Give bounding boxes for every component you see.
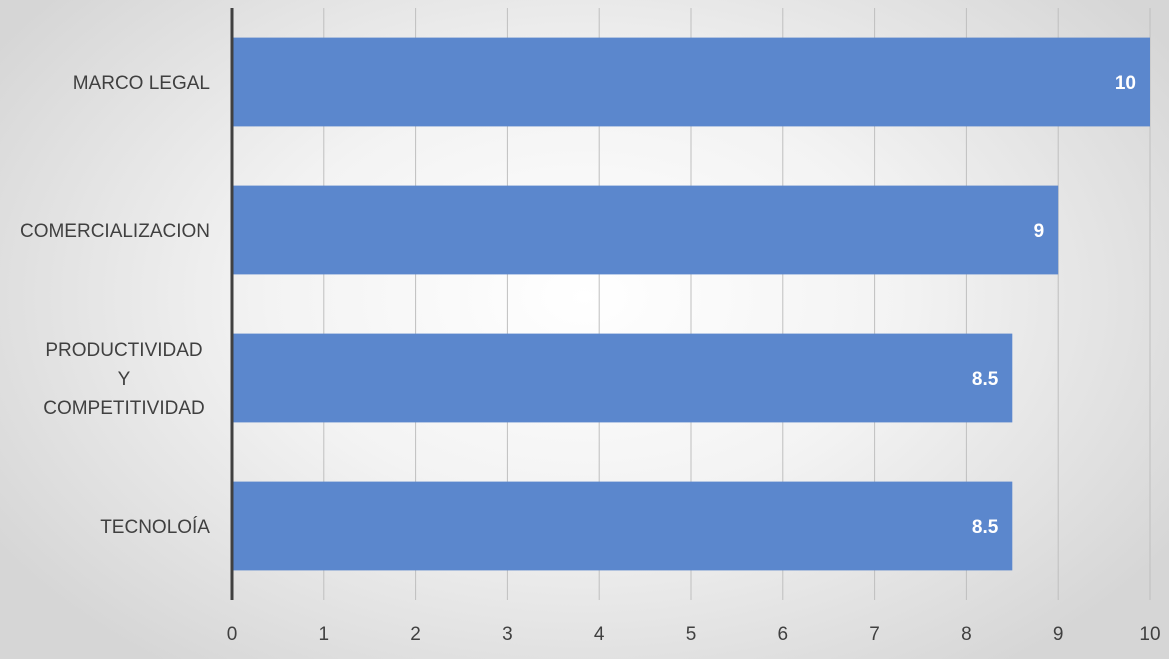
x-tick-label: 7 (869, 624, 880, 645)
category-label: TECNOLOÍA (100, 517, 210, 538)
x-tick-label: 10 (1139, 624, 1160, 645)
data-label: 8.5 (972, 517, 999, 538)
category-label-line: TECNOLOÍA (100, 517, 210, 538)
category-label-line: PRODUCTIVIDAD (45, 340, 202, 361)
category-label-line: COMERCIALIZACION (20, 221, 210, 242)
data-labels: 10 9 8.5 8.5 (972, 73, 1136, 538)
data-label: 9 (1034, 221, 1045, 242)
bar (232, 37, 1150, 127)
x-tick-label: 6 (778, 624, 789, 645)
x-tick-label: 5 (686, 624, 697, 645)
data-label: 10 (1115, 73, 1136, 94)
data-label: 8.5 (972, 369, 999, 390)
x-tick-label: 9 (1053, 624, 1064, 645)
x-tick-label: 0 (227, 624, 238, 645)
x-tick-label: 1 (319, 624, 330, 645)
x-tick-label: 4 (594, 624, 605, 645)
category-label: PRODUCTIVIDAD Y COMPETITIVIDAD (43, 340, 205, 419)
x-tick-label: 3 (502, 624, 513, 645)
x-axis-tick-labels: 0 1 2 3 4 5 6 7 8 9 10 (227, 624, 1161, 645)
x-tick-label: 2 (410, 624, 421, 645)
category-label: COMERCIALIZACION (20, 221, 210, 242)
bar (232, 185, 1059, 275)
category-labels: MARCO LEGAL COMERCIALIZACION PRODUCTIVIDAD… (20, 73, 210, 538)
category-label-line: Y (118, 369, 131, 390)
category-label-line: COMPETITIVIDAD (43, 398, 205, 419)
bar (232, 481, 1013, 571)
bar (232, 333, 1013, 423)
bars (232, 37, 1150, 571)
x-tick-label: 8 (961, 624, 972, 645)
category-label-line: MARCO LEGAL (73, 73, 210, 94)
category-label: MARCO LEGAL (73, 73, 210, 94)
